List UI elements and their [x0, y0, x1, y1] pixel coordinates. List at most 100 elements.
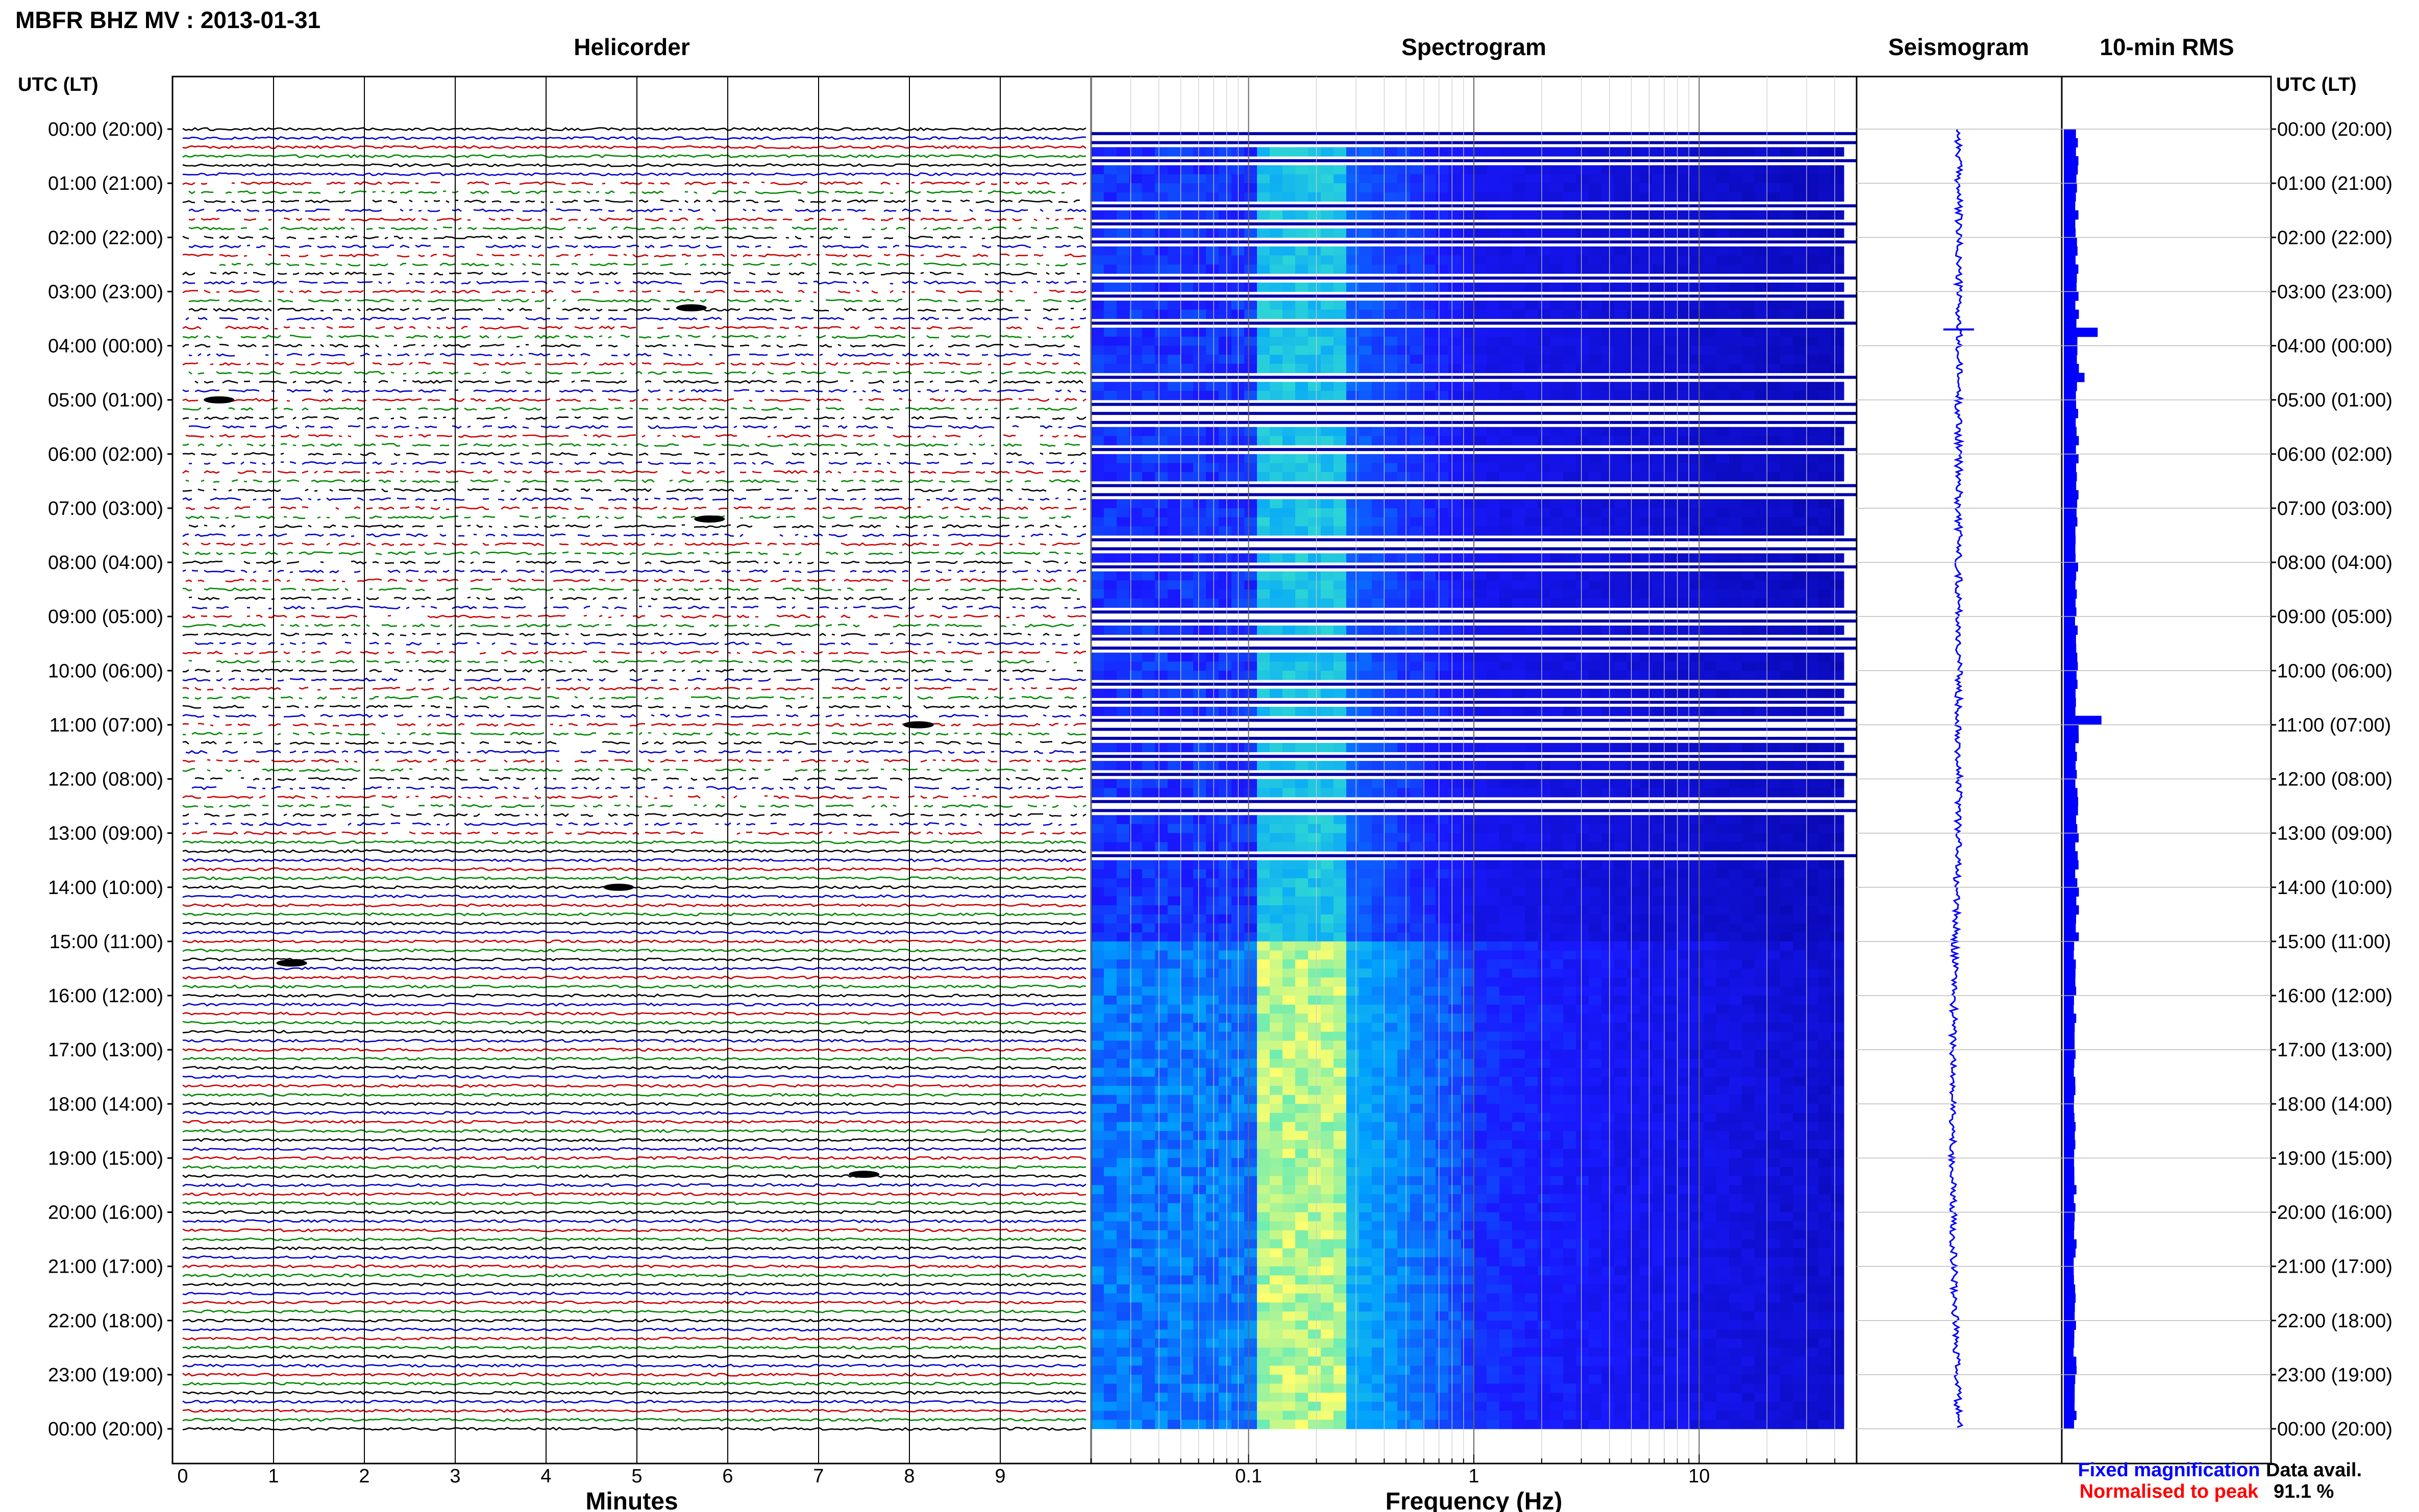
spectrogram-cell	[1780, 661, 1793, 671]
spectrogram-cell	[1142, 1023, 1155, 1032]
spectrogram-cell	[1652, 968, 1666, 978]
spectrogram-cell	[1831, 1068, 1844, 1077]
spectrogram-cell	[1525, 1031, 1538, 1042]
spectrogram-cell	[1691, 345, 1704, 355]
spectrogram-cell	[1308, 472, 1321, 482]
spectrogram-cell	[1270, 1040, 1283, 1050]
spectrogram-cell	[1423, 1050, 1436, 1059]
spectrogram-cell	[1321, 1158, 1334, 1168]
spectrogram-cell	[1755, 986, 1768, 996]
spectrogram-cell	[1091, 328, 1104, 337]
spectrogram-cell	[1423, 246, 1436, 256]
spectrogram-cell	[1780, 517, 1793, 527]
spectrogram-cell	[1117, 986, 1130, 996]
spectrogram-cell	[1818, 571, 1832, 581]
spectrogram-cell	[1538, 309, 1551, 319]
spectrogram-cell	[1538, 824, 1551, 834]
spectrogram-cell	[1691, 517, 1704, 527]
spectrogram-cell	[1180, 950, 1194, 960]
spectrogram-cell	[1704, 869, 1717, 879]
spectrogram-cell	[1193, 1095, 1206, 1104]
spectrogram-cell	[1704, 968, 1717, 978]
spectrogram-cell	[1334, 589, 1347, 599]
spectrogram-cell	[1614, 355, 1627, 364]
spectrogram-cell	[1448, 779, 1462, 788]
spectrogram-cell	[1295, 959, 1309, 969]
spectrogram-cell	[1704, 1131, 1717, 1141]
spectrogram-cell	[1180, 472, 1194, 482]
spectrogram-cell	[1755, 688, 1768, 698]
spectrogram-cell	[1436, 454, 1449, 464]
spectrogram-cell	[1704, 255, 1717, 265]
spectrogram-cell	[1589, 1050, 1602, 1059]
spectrogram-cell	[1767, 1023, 1781, 1032]
spectrogram-cell	[1818, 1004, 1832, 1014]
spectrogram-cell	[1142, 860, 1155, 870]
helicorder-trace	[182, 497, 1087, 502]
spectrogram-cell	[1346, 309, 1360, 319]
spectrogram-cell	[1742, 707, 1755, 716]
spectrogram-cell	[1499, 878, 1513, 888]
spectrogram-cell	[1155, 761, 1168, 771]
spectrogram-cell	[1270, 192, 1283, 202]
spectrogram-cell	[1117, 652, 1130, 662]
spectrogram-cell	[1334, 363, 1347, 374]
spectrogram-cell	[1091, 860, 1104, 870]
spectrogram-cell	[1155, 165, 1168, 175]
spectrogram-cell	[1627, 390, 1640, 401]
spectrogram-cell	[1716, 869, 1730, 879]
spectrogram-cell	[1091, 996, 1104, 1005]
spectrogram-cell	[1219, 986, 1232, 996]
spectrogram-cell	[1372, 1004, 1385, 1014]
spectrogram-cell	[1385, 932, 1398, 942]
spectrogram-cell	[1767, 427, 1781, 436]
spectrogram-cell	[1652, 1031, 1666, 1042]
spectrogram-cell	[1818, 1140, 1832, 1150]
spectrogram-cell	[1359, 1095, 1372, 1104]
spectrogram-cell	[1461, 382, 1474, 391]
spectrogram-cell	[1818, 779, 1832, 788]
spectrogram-cell	[1512, 345, 1525, 355]
spectrogram-cell	[1334, 652, 1347, 662]
spectrogram-cell	[1385, 571, 1398, 581]
spectrogram-cell	[1665, 688, 1679, 698]
spectrogram-cell	[1270, 968, 1283, 978]
spectrogram-cell	[1563, 1104, 1576, 1113]
spectrogram-cell	[1806, 905, 1819, 915]
spectrogram-cell	[1104, 1104, 1117, 1113]
spectrogram-cell	[1155, 517, 1168, 527]
spectrogram-cell	[1499, 815, 1513, 825]
spectrogram-cell	[1359, 1013, 1372, 1023]
spectrogram-cell	[1487, 255, 1500, 265]
spectrogram-cell	[1308, 661, 1321, 671]
spectrogram-cell	[1372, 959, 1385, 969]
spectrogram-cell	[1601, 1023, 1615, 1032]
spectrogram-cell	[1576, 174, 1589, 184]
spectrogram-cell	[1793, 1112, 1806, 1123]
spectrogram-cell	[1806, 1085, 1819, 1096]
spectrogram-cell	[1448, 517, 1462, 527]
spectrogram-cell	[1716, 328, 1730, 337]
spectrogram-cell	[1091, 1158, 1104, 1168]
spectrogram-cell	[1691, 742, 1704, 753]
spectrogram-cell	[1767, 363, 1781, 374]
spectrogram-cell	[1219, 707, 1232, 716]
spectrogram-cell	[1474, 183, 1487, 193]
helicorder-trace	[188, 244, 1087, 249]
spectrogram-cell	[1780, 571, 1793, 581]
spectrogram-cell	[1295, 463, 1309, 473]
spectrogram-cell	[1129, 553, 1143, 563]
spectrogram-cell	[1104, 1077, 1117, 1086]
spectrogram-cell	[1129, 707, 1143, 716]
spectrogram-cell	[1104, 508, 1117, 518]
spectrogram-cell	[1219, 192, 1232, 202]
spectrogram-cell	[1487, 1095, 1500, 1104]
spectrogram-cell	[1117, 761, 1130, 771]
spectrogram-cell	[1512, 147, 1525, 157]
spectrogram-cell	[1818, 815, 1832, 825]
spectrogram-cell	[1308, 914, 1321, 924]
spectrogram-cell	[1614, 671, 1627, 680]
spectrogram-cell	[1308, 255, 1321, 265]
spectrogram-cell	[1806, 309, 1819, 319]
spectrogram-cell	[1793, 228, 1806, 238]
